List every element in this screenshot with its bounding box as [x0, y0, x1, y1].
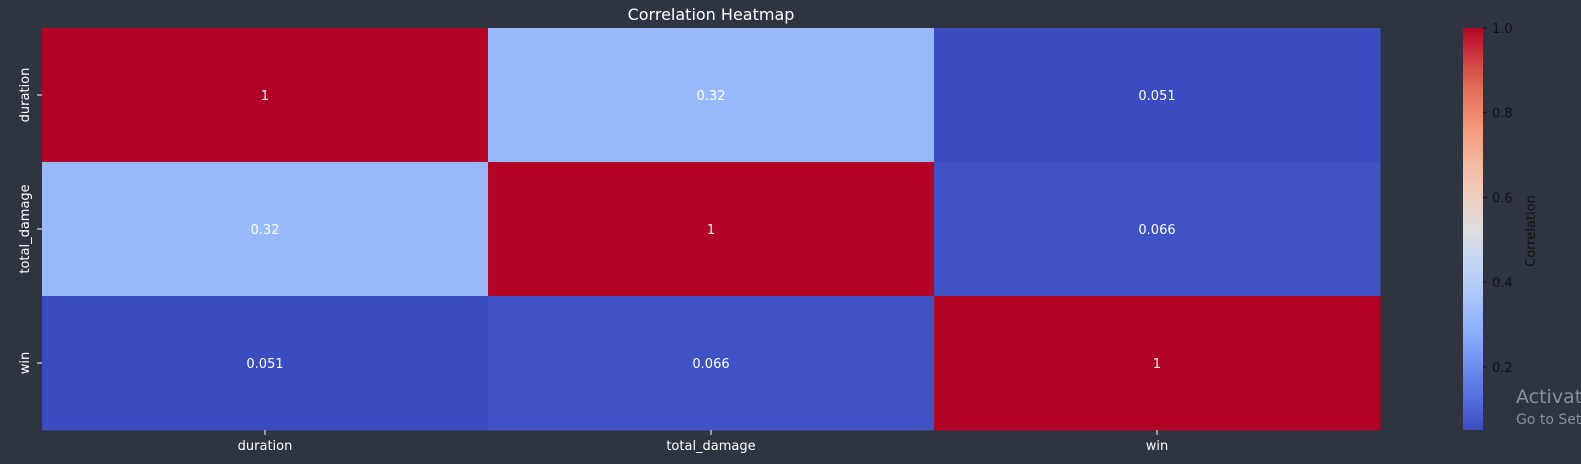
x-tick-label-win: win: [1146, 439, 1168, 454]
cell-annotation-total_damage-total_damage: 1: [707, 223, 715, 238]
heatmap-cell-total_damage-win: [934, 162, 1381, 297]
heatmap-cell-win-win: [934, 296, 1381, 431]
cell-annotation-win-win: 1: [1153, 357, 1161, 372]
cell-annotation-total_damage-win: 0.066: [1138, 223, 1175, 238]
colorbar-label: Correlation: [1524, 195, 1539, 267]
colorbar-tick-label-0.4: 0.4: [1492, 276, 1513, 291]
cell-annotation-win-duration: 0.051: [246, 357, 283, 372]
cell-annotation-duration-total_damage: 0.32: [697, 89, 726, 104]
heatmap-cell-duration-duration: [42, 28, 489, 163]
y-tick-label-total_damage: total_damage: [18, 184, 33, 273]
heatmap-cell-win-total_damage: [488, 296, 935, 431]
heatmap-cell-total_damage-total_damage: [488, 162, 935, 297]
heatmap-cell-duration-total_damage: [488, 28, 935, 163]
cell-annotation-duration-win: 0.051: [1138, 89, 1175, 104]
x-axis-labels: duration total_damage win: [238, 430, 1168, 454]
heatmap-cells: 1 0.32 0.051 0.32 1 0.066 0.051 0.066 1: [42, 28, 1381, 431]
colorbar-tick-label-0.6: 0.6: [1492, 191, 1513, 206]
heatmap-cell-win-duration: [42, 296, 489, 431]
x-tick-label-total_damage: total_damage: [666, 439, 755, 454]
cell-annotation-win-total_damage: 0.066: [692, 357, 729, 372]
colorbar-tick-label-0.8: 0.8: [1492, 107, 1513, 122]
watermark-line-2: Go to Sett: [1516, 412, 1581, 428]
colorbar-tick-label-1.0: 1.0: [1492, 22, 1513, 37]
heatmap-cell-duration-win: [934, 28, 1381, 163]
chart-title: Correlation Heatmap: [628, 5, 795, 24]
watermark-line-1: Activate: [1516, 386, 1581, 408]
x-tick-label-duration: duration: [238, 439, 293, 454]
colorbar: 0.2 0.4 0.6 0.8 1.0: [1463, 22, 1513, 430]
cell-annotation-duration-duration: 1: [261, 89, 269, 104]
colorbar-gradient: [1463, 28, 1483, 430]
y-tick-label-duration: duration: [18, 68, 33, 123]
heatmap-cell-total_damage-duration: [42, 162, 489, 297]
y-tick-label-win: win: [18, 352, 33, 374]
cell-annotation-total_damage-duration: 0.32: [251, 223, 280, 238]
colorbar-tick-label-0.2: 0.2: [1492, 361, 1513, 376]
